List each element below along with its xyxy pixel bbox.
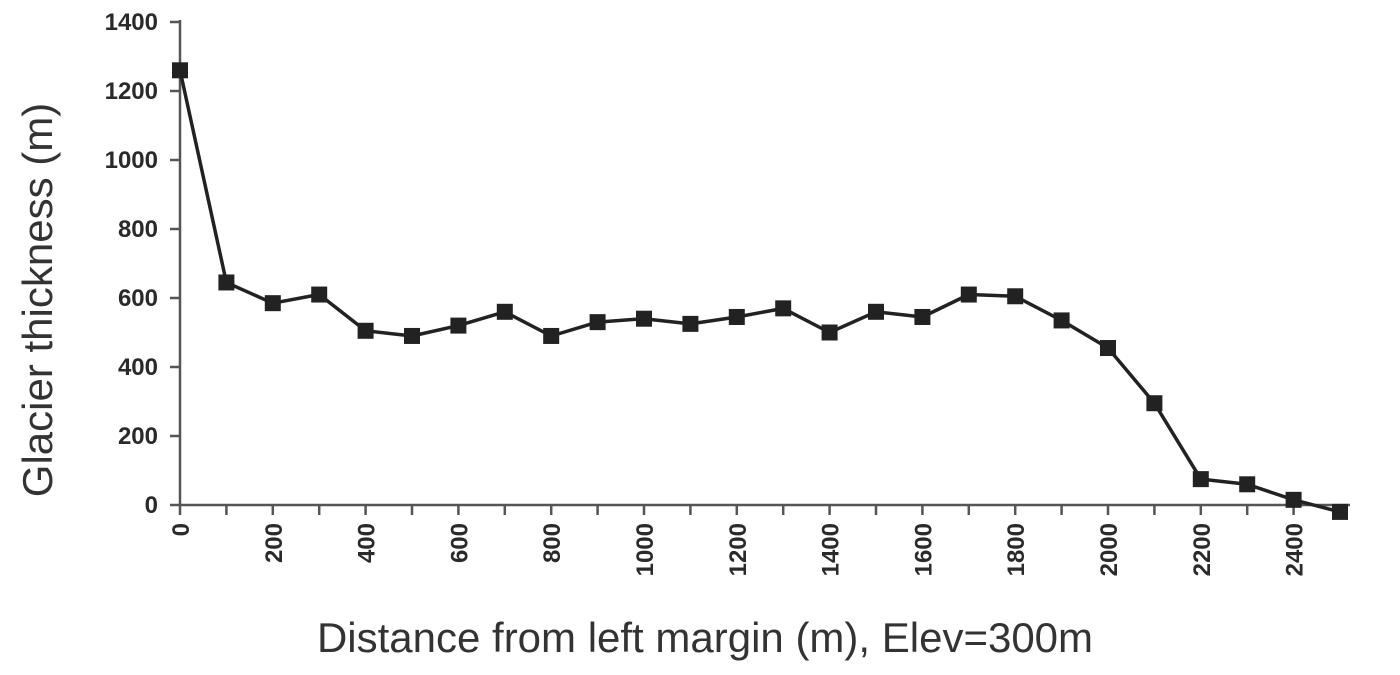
y-tick-label: 1400 — [105, 9, 158, 36]
x-tick-label: 2200 — [1189, 523, 1216, 576]
data-point — [1285, 491, 1302, 508]
y-tick-label: 200 — [118, 423, 158, 450]
x-tick-label: 400 — [354, 523, 381, 563]
data-point — [404, 327, 420, 344]
x-tick-label: 1600 — [910, 523, 937, 576]
x-tick-label: 2400 — [1282, 523, 1309, 576]
y-tick-label: 400 — [118, 354, 158, 381]
series-layer — [172, 62, 1348, 520]
data-point — [868, 303, 884, 320]
data-point — [543, 327, 560, 344]
axes: 0 200 400 600 800 1000 1200 1400 0 200 400 600 800 10… — [105, 9, 1350, 576]
data-point — [1146, 395, 1163, 412]
data-point — [264, 295, 281, 312]
data-point — [1192, 471, 1209, 488]
x-tick-label: 0 — [168, 523, 195, 536]
data-point — [357, 322, 374, 339]
data-point — [496, 303, 513, 320]
y-axis-title: Glacier thickness (m) — [14, 103, 61, 497]
y-tick-label: 800 — [118, 216, 158, 243]
data-point — [636, 310, 652, 327]
data-point — [1100, 340, 1116, 357]
y-tick-label: 1000 — [105, 147, 158, 174]
data-point — [589, 314, 606, 331]
data-point — [1332, 503, 1348, 520]
x-tick-label: 1000 — [632, 523, 659, 576]
x-axis-title: Distance from left margin (m), Elev=300m — [317, 614, 1093, 661]
series-line-0 — [178, 69, 1341, 514]
y-tick-label: 600 — [118, 285, 158, 312]
data-point — [1053, 312, 1070, 329]
data-point — [775, 300, 792, 317]
data-point — [728, 308, 745, 325]
x-tick-label: 600 — [446, 523, 473, 563]
data-point — [311, 286, 328, 303]
x-tick-label: 1800 — [1003, 523, 1030, 576]
x-tick-label: 2000 — [1096, 523, 1123, 576]
data-point — [682, 315, 699, 332]
y-tick-label: 0 — [145, 492, 158, 519]
x-tick-label: 800 — [539, 523, 566, 563]
data-point — [1239, 476, 1256, 493]
data-point — [218, 274, 235, 291]
y-tick-label: 1200 — [105, 78, 158, 105]
x-tick-label: 1400 — [818, 523, 845, 576]
x-tick-label: 200 — [261, 523, 288, 563]
x-tick-label: 1200 — [725, 523, 752, 576]
data-point — [960, 286, 977, 303]
data-point — [1007, 288, 1024, 305]
data-point — [914, 308, 931, 325]
data-point — [821, 324, 838, 341]
data-point — [450, 317, 467, 334]
data-point — [172, 62, 188, 79]
